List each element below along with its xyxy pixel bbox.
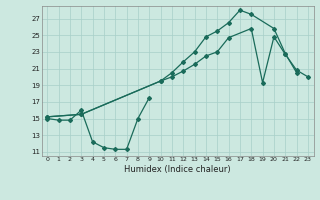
X-axis label: Humidex (Indice chaleur): Humidex (Indice chaleur) xyxy=(124,165,231,174)
